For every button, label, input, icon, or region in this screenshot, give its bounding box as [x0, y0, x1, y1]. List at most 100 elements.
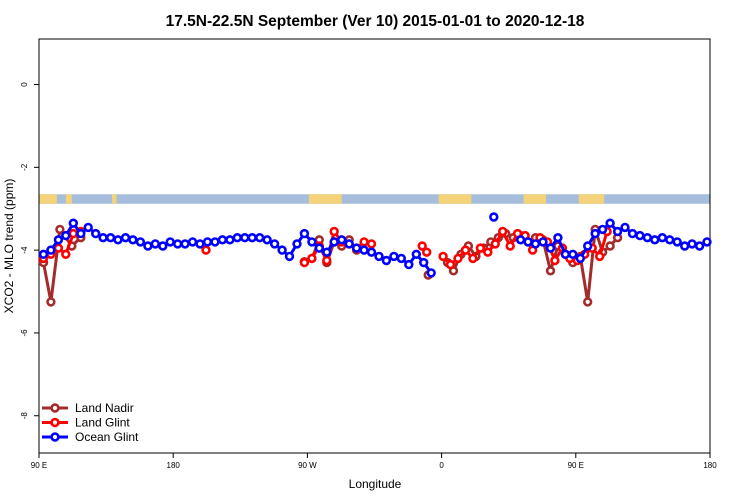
ocean-glint-point [217, 235, 228, 245]
land-glint-point [505, 241, 515, 251]
ocean-glint-point [664, 235, 675, 245]
y-axis: 0 -2 -4 -6 -8 [20, 82, 39, 419]
land-patch [39, 194, 57, 204]
series-layer [38, 212, 712, 307]
ocean-glint-point [262, 235, 272, 245]
ocean-glint-point [83, 222, 93, 233]
ocean-glint-point [120, 233, 131, 243]
ocean-glint-point [210, 237, 220, 247]
plot-frame [38, 38, 711, 454]
land-nadir-point [605, 241, 615, 251]
land-nadir-point [46, 297, 56, 307]
ocean-glint-point [597, 224, 608, 235]
x-axis: 90 E 180 90 W 0 90 E 180 [31, 453, 717, 470]
ocean-glint-point [351, 243, 362, 253]
ocean-glint-point [232, 233, 243, 243]
ocean-glint-point [694, 241, 705, 251]
land-glint-point [453, 253, 463, 264]
ocean-glint-point [389, 251, 399, 262]
ocean-glint-point [314, 243, 324, 253]
ocean-glint-point [76, 228, 86, 239]
ocean-glint-point [322, 247, 332, 257]
ocean-glint-point [404, 259, 414, 270]
ocean-glint-point [590, 228, 600, 239]
ocean-glint-point [337, 235, 347, 245]
land-glint-point [468, 253, 478, 264]
land-patch [523, 194, 546, 204]
ocean-glint-point [90, 228, 101, 239]
land-glint-point [417, 241, 427, 251]
ocean-glint-point [344, 239, 354, 249]
ocean-glint-point [612, 226, 623, 237]
ocean-glint-point [284, 251, 295, 262]
land-glint-point [201, 245, 211, 255]
ocean-glint-point [173, 239, 183, 249]
land-patch [438, 194, 472, 204]
land-patch [308, 194, 342, 204]
ocean-glint-point [61, 230, 71, 241]
land-glint-point [68, 228, 79, 239]
ocean-glint-point [523, 237, 533, 247]
land-glint-point [422, 247, 432, 257]
land-glint-point [299, 257, 310, 268]
ocean-glint-point [679, 241, 690, 251]
land-nadir-point [545, 266, 556, 276]
ocean-glint-point [381, 255, 392, 266]
x-tick-label: 90 E [568, 461, 584, 470]
x-axis-label: Longitude [349, 477, 402, 491]
land-glint-point [498, 226, 508, 237]
y-tick-label: 0 [20, 82, 29, 87]
ocean-glint-point [553, 233, 563, 243]
ocean-glint-point [225, 235, 235, 245]
ocean-glint-point [150, 239, 161, 249]
land-patch [65, 194, 72, 204]
land-glint-point [366, 239, 377, 249]
ocean-glint-point [180, 239, 190, 249]
x-tick-label: 0 [439, 461, 444, 470]
y-axis-label: XCO2 - MLO trend (ppm) [2, 179, 16, 314]
land-patch [112, 194, 117, 204]
ocean-glint-point [135, 237, 146, 247]
ocean-glint-point [143, 241, 153, 251]
land-glint-point [490, 239, 500, 249]
ocean-glint-point [642, 233, 653, 243]
ocean-glint-point [53, 235, 64, 245]
land-nadir-point [55, 224, 65, 235]
land-glint-point [594, 251, 605, 262]
ocean-glint-point [255, 233, 265, 243]
ocean-glint-point [299, 228, 310, 239]
x-tick-label: 180 [703, 461, 717, 470]
ocean-glint-point [657, 233, 667, 243]
ocean-glint-point [307, 237, 317, 247]
ocean-strip [39, 194, 710, 204]
land-glint-point [61, 249, 71, 260]
ocean-glint-point [165, 237, 175, 247]
ocean-glint-point [113, 235, 123, 245]
land-glint-point [322, 255, 332, 266]
legend-land-glint-marker [50, 417, 60, 428]
land-glint-point [445, 259, 456, 270]
ocean-glint-point [68, 218, 79, 228]
ocean-glint-point [515, 235, 526, 245]
x-tick-label: 90 E [31, 461, 47, 470]
ocean-glint-point [128, 235, 138, 245]
x-tick-label: 90 W [298, 461, 317, 470]
y-tick-label: -4 [20, 246, 29, 254]
ocean-glint-point [627, 228, 638, 239]
ocean-glint-point [158, 241, 168, 251]
land-glint-point [53, 243, 64, 253]
legend-ocean-glint-marker [50, 432, 60, 442]
ocean-glint-point [560, 249, 571, 260]
ocean-glint-point [329, 237, 339, 247]
legend-ocean-glint-label: Ocean Glint [75, 430, 139, 444]
land-nadir-point [582, 297, 593, 307]
ocean-glint-point [489, 212, 499, 222]
legend-land-nadir-label: Land Nadir [75, 401, 134, 415]
ocean-glint-point [426, 268, 436, 278]
ocean-glint-point [568, 249, 578, 260]
ocean-glint-point [277, 245, 287, 255]
ocean-glint-point [98, 233, 108, 243]
ocean-glint-point [195, 239, 205, 249]
land-glint-line [303, 230, 372, 264]
